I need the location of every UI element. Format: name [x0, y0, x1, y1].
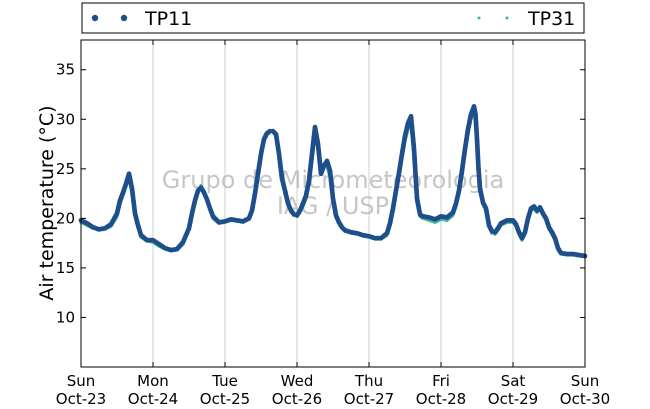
- y-tick-label: 30: [56, 110, 75, 128]
- y-axis: 10 15 20 25 30 35: [56, 61, 585, 326]
- x-tick-label-day: Sun: [67, 372, 96, 390]
- x-tick-label-date: Oct-28: [416, 390, 466, 408]
- legend-frame: [81, 2, 585, 34]
- x-tick-label-date: Oct-24: [128, 390, 178, 408]
- tp11-point-interp: [232, 217, 238, 223]
- legend: TP11 TP31: [81, 2, 585, 34]
- tp11-point-interp: [370, 235, 376, 240]
- tp11-point-interp: [220, 219, 226, 225]
- plot-frame: [80, 39, 586, 368]
- x-tick-label-day: Sat: [501, 372, 526, 390]
- tp11-point-interp: [562, 251, 568, 257]
- tp11-point-interp: [94, 226, 100, 232]
- x-axis: SunOct-23MonOct-24TueOct-25WedOct-26ThuO…: [56, 40, 610, 408]
- tp11-point-interp: [424, 214, 430, 220]
- y-tick-label: 15: [56, 259, 75, 277]
- tp11-point-interp: [290, 210, 296, 216]
- y-tick-label: 20: [56, 209, 75, 227]
- tp11-point-interp: [574, 252, 580, 258]
- tp11-point-interp: [580, 253, 586, 259]
- grid-lines: [152, 40, 514, 367]
- tp11-point-interp: [358, 232, 364, 237]
- x-tick-label-date: Oct-30: [560, 390, 610, 408]
- legend-marker-tp11-a: [91, 14, 99, 22]
- tp11-point-interp: [430, 216, 436, 222]
- tp11-point-interp: [364, 233, 370, 239]
- tp11-point-interp: [226, 217, 232, 223]
- series-tp11: [78, 103, 588, 259]
- x-tick-label-day: Sun: [571, 372, 600, 390]
- x-tick-label-date: Oct-25: [200, 390, 250, 408]
- legend-label-tp11: TP11: [144, 8, 192, 30]
- tp11-point-interp: [341, 226, 346, 232]
- x-tick-label-date: Oct-23: [56, 390, 106, 408]
- legend-marker-tp11-b: [120, 14, 128, 22]
- tp11-point-interp: [352, 230, 358, 236]
- x-tick-label-date: Oct-27: [344, 390, 394, 408]
- tp11-point-interp: [166, 247, 172, 252]
- legend-marker-tp31-a: [477, 16, 481, 20]
- x-tick-label-day: Fri: [432, 372, 450, 390]
- x-tick-label-day: Thu: [354, 372, 383, 390]
- tp11-point-interp: [238, 218, 244, 224]
- y-tick-label: 25: [56, 160, 75, 178]
- x-tick-label-day: Wed: [281, 372, 314, 390]
- y-axis-title: Air temperature (°C): [36, 105, 58, 300]
- x-tick-label-date: Oct-26: [272, 390, 322, 408]
- tp11-point-interp: [266, 129, 271, 135]
- y-tick-label: 35: [56, 61, 75, 79]
- tp11-point-interp: [488, 227, 494, 233]
- x-tick-label-day: Tue: [211, 372, 238, 390]
- tp11-point-interp: [437, 214, 442, 220]
- x-tick-label-date: Oct-29: [488, 390, 538, 408]
- tp11-point-interp: [568, 251, 574, 257]
- legend-label-tp31: TP31: [527, 8, 575, 30]
- x-tick-label-day: Mon: [137, 372, 169, 390]
- tp11-point-interp: [346, 229, 352, 234]
- y-tick-label: 10: [56, 308, 75, 326]
- legend-marker-tp31-b: [505, 16, 509, 20]
